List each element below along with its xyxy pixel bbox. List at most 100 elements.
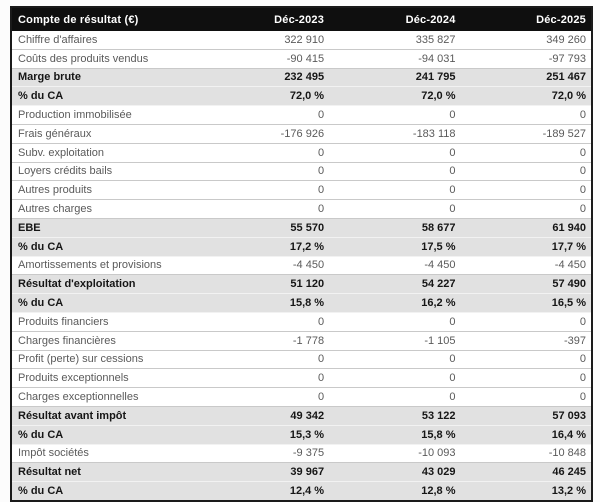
table-title: Compte de résultat (€) <box>11 7 198 31</box>
cell-value: 51 120 <box>197 274 330 295</box>
table-row: Autres produits 0 0 0 <box>11 180 592 201</box>
row-label: Loyers crédits bails <box>11 162 198 182</box>
cell-value: -183 118 <box>329 124 461 144</box>
cell-value: 0 <box>329 199 461 219</box>
table-row: Loyers crédits bails 0 0 0 <box>11 162 592 182</box>
cell-value: 335 827 <box>329 31 461 50</box>
cell-value: 72,0 % <box>329 86 461 107</box>
cell-value: 0 <box>197 105 330 125</box>
row-label: Impôt sociétés <box>11 444 198 464</box>
cell-value: -94 031 <box>329 49 461 69</box>
cell-value: 15,8 % <box>329 425 461 445</box>
cell-value: 0 <box>460 199 592 219</box>
cell-value: 0 <box>460 312 592 332</box>
row-label: Subv. exploitation <box>11 143 198 163</box>
cell-value: 0 <box>460 143 592 163</box>
table-row: EBE 55 570 58 677 61 940 <box>11 218 592 238</box>
cell-value: 0 <box>197 143 330 163</box>
table-row: Impôt sociétés -9 375 -10 093 -10 848 <box>11 444 592 464</box>
cell-value: 15,3 % <box>197 425 330 445</box>
cell-value: 0 <box>460 350 592 370</box>
cell-value: 0 <box>197 368 330 389</box>
cell-value: 58 677 <box>329 218 461 238</box>
row-label: Produits exceptionnels <box>11 368 198 389</box>
row-label: Charges financières <box>11 331 198 351</box>
row-label: % du CA <box>11 481 198 501</box>
table-row: Résultat d'exploitation 51 120 54 227 57 49… <box>11 274 592 295</box>
row-label: Coûts des produits vendus <box>11 49 198 69</box>
cell-value: 72,0 % <box>460 86 592 107</box>
income-statement-table: Compte de résultat (€) Déc-2023 Déc-2024… <box>10 6 593 502</box>
cell-value: 0 <box>329 350 461 370</box>
row-label: Produits financiers <box>11 312 198 332</box>
cell-value: 0 <box>460 162 592 182</box>
cell-value: 43 029 <box>329 462 461 483</box>
cell-value: 17,2 % <box>197 237 330 257</box>
column-header-dec-2025: Déc-2025 <box>460 7 592 31</box>
cell-value: 55 570 <box>197 218 330 238</box>
row-label: Résultat d'exploitation <box>11 274 198 295</box>
cell-value: 53 122 <box>329 406 461 426</box>
cell-value: 322 910 <box>197 31 330 50</box>
column-header-dec-2023: Déc-2023 <box>197 7 330 31</box>
row-label: Autres charges <box>11 199 198 219</box>
row-label: Frais généraux <box>11 124 198 144</box>
cell-value: -4 450 <box>329 256 461 276</box>
table-row: Chiffre d'affaires 322 910 335 827 349 260 <box>11 31 592 50</box>
cell-value: 0 <box>197 180 330 201</box>
cell-value: 17,5 % <box>329 237 461 257</box>
table-row: Résultat net 39 967 43 029 46 245 <box>11 462 592 483</box>
row-label: Autres produits <box>11 180 198 201</box>
row-label: Amortissements et provisions <box>11 256 198 276</box>
cell-value: 12,4 % <box>197 481 330 501</box>
cell-value: 0 <box>197 387 330 407</box>
row-label: Chiffre d'affaires <box>11 31 198 50</box>
cell-value: 0 <box>460 368 592 389</box>
page: Compte de résultat (€) Déc-2023 Déc-2024… <box>10 6 593 502</box>
cell-value: 0 <box>329 105 461 125</box>
cell-value: 0 <box>329 180 461 201</box>
cell-value: 0 <box>329 143 461 163</box>
row-label: Marge brute <box>11 68 198 88</box>
cell-value: 13,2 % <box>460 481 592 501</box>
header-row: Compte de résultat (€) Déc-2023 Déc-2024… <box>11 7 592 31</box>
cell-value: 0 <box>197 199 330 219</box>
table-row: Produits financiers 0 0 0 <box>11 312 592 332</box>
cell-value: 17,7 % <box>460 237 592 257</box>
cell-value: -97 793 <box>460 49 592 69</box>
cell-value: -10 848 <box>460 444 592 464</box>
row-label: % du CA <box>11 293 198 313</box>
table-row: Profit (perte) sur cessions 0 0 0 <box>11 350 592 370</box>
table-row: % du CA 72,0 % 72,0 % 72,0 % <box>11 86 592 107</box>
row-label: Profit (perte) sur cessions <box>11 350 198 370</box>
table-row: % du CA 17,2 % 17,5 % 17,7 % <box>11 237 592 257</box>
cell-value: 72,0 % <box>197 86 330 107</box>
cell-value: 0 <box>460 105 592 125</box>
cell-value: -10 093 <box>329 444 461 464</box>
row-label: % du CA <box>11 86 198 107</box>
table-row: Autres charges 0 0 0 <box>11 199 592 219</box>
table-row: Production immobilisée 0 0 0 <box>11 105 592 125</box>
cell-value: 0 <box>460 387 592 407</box>
cell-value: 0 <box>460 180 592 201</box>
cell-value: 0 <box>197 162 330 182</box>
cell-value: -90 415 <box>197 49 330 69</box>
cell-value: 241 795 <box>329 68 461 88</box>
cell-value: 15,8 % <box>197 293 330 313</box>
cell-value: -189 527 <box>460 124 592 144</box>
table-row: Charges financières -1 778 -1 105 -397 <box>11 331 592 351</box>
row-label: Charges exceptionnelles <box>11 387 198 407</box>
cell-value: -176 926 <box>197 124 330 144</box>
cell-value: 0 <box>197 312 330 332</box>
cell-value: -4 450 <box>460 256 592 276</box>
row-label: Résultat net <box>11 462 198 483</box>
row-label: Production immobilisée <box>11 105 198 125</box>
cell-value: 0 <box>329 368 461 389</box>
cell-value: 57 093 <box>460 406 592 426</box>
cell-value: 16,5 % <box>460 293 592 313</box>
table-row: % du CA 15,8 % 16,2 % 16,5 % <box>11 293 592 313</box>
cell-value: 251 467 <box>460 68 592 88</box>
cell-value: 16,2 % <box>329 293 461 313</box>
cell-value: 46 245 <box>460 462 592 483</box>
cell-value: 49 342 <box>197 406 330 426</box>
